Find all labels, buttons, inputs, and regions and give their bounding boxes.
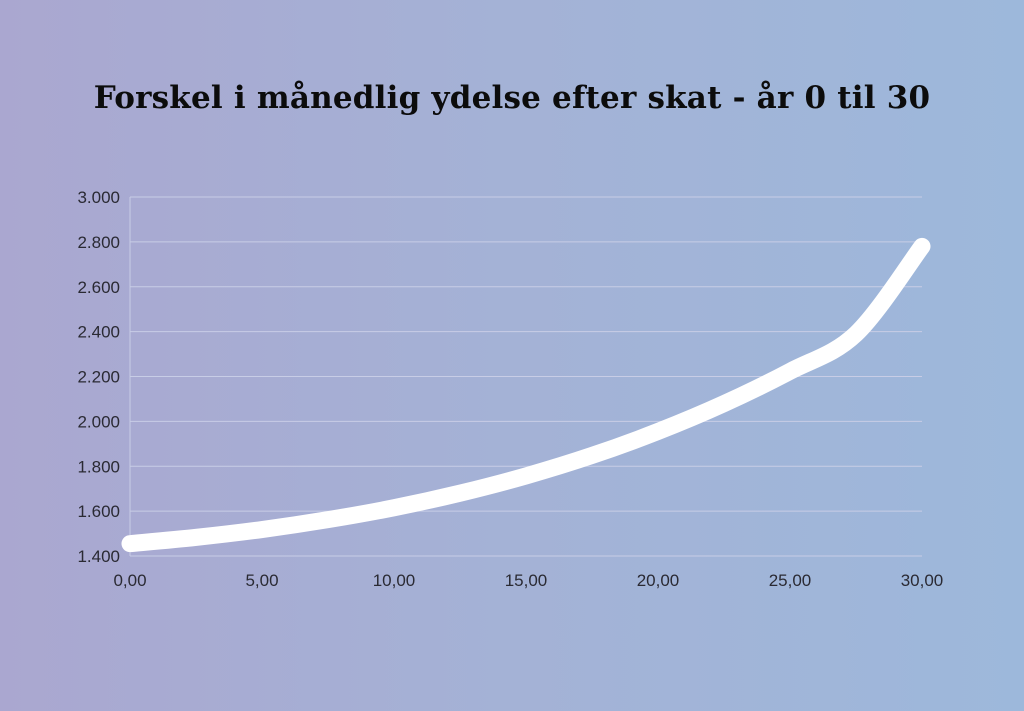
x-tick-label: 20,00 xyxy=(637,571,680,590)
series-layer xyxy=(121,237,931,553)
y-tick-label: 2.400 xyxy=(77,323,120,342)
x-tick-label: 25,00 xyxy=(769,571,812,590)
y-tick-label: 1.400 xyxy=(77,547,120,566)
chart-title: Forskel i månedlig ydelse efter skat - å… xyxy=(93,80,931,116)
y-tick-label: 1.600 xyxy=(77,502,120,521)
x-tick-label: 5,00 xyxy=(245,571,278,590)
y-tick-label: 2.800 xyxy=(77,233,120,252)
y-tick-label: 1.800 xyxy=(77,457,120,476)
x-tick-label: 30,00 xyxy=(901,571,944,590)
y-tick-label: 3.000 xyxy=(77,188,120,207)
series-line xyxy=(121,237,931,553)
y-tick-label: 2.600 xyxy=(77,278,120,297)
y-axis: 1.400 1.600 1.800 2.000 2.200 2.400 2.600 2.800… xyxy=(77,188,120,566)
grid xyxy=(129,196,922,557)
y-tick-label: 2.200 xyxy=(77,368,120,387)
x-tick-label: 15,00 xyxy=(505,571,548,590)
x-axis: 0,00 5,00 10,00 15,00 20,00 25,00 30,00 xyxy=(113,571,943,590)
y-tick-label: 2.000 xyxy=(77,412,120,431)
x-tick-label: 10,00 xyxy=(373,571,416,590)
x-tick-label: 0,00 xyxy=(113,571,146,590)
